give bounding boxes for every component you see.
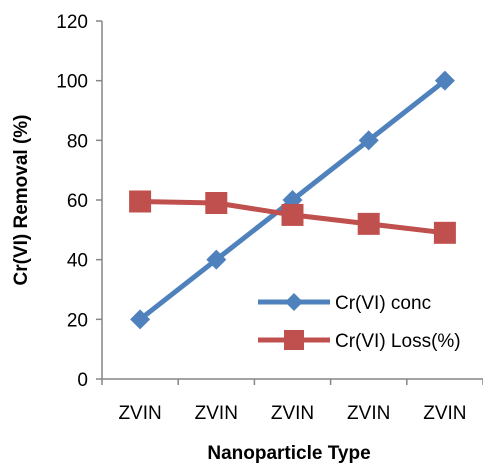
x-tick-label: ZVIN — [271, 403, 314, 424]
y-tick-label: 20 — [67, 310, 88, 331]
y-tick-labels: 0 20 40 60 80 100 120 — [56, 12, 88, 391]
data-point-diamond — [358, 130, 379, 151]
data-point-square — [129, 190, 152, 213]
y-tick-label: 40 — [67, 251, 88, 272]
legend-marker-diamond — [285, 293, 303, 311]
data-point-diamond — [130, 309, 151, 330]
y-tick-label: 0 — [77, 370, 88, 391]
series-0 — [130, 70, 455, 330]
data-point-diamond — [206, 249, 227, 270]
data-point-diamond — [434, 70, 455, 91]
legend-label-conc: Cr(VI) conc — [335, 293, 431, 314]
x-tick-labels: ZVIN ZVIN ZVIN ZVIN ZVIN — [118, 403, 466, 424]
x-axis-title: Nanoparticle Type — [207, 443, 370, 464]
axes — [96, 20, 483, 385]
series — [129, 70, 456, 330]
legend: Cr(VI) conc Cr(VI) Loss(%) — [258, 293, 461, 352]
legend-marker-square — [284, 330, 304, 350]
x-tick-label: ZVIN — [347, 403, 390, 424]
x-tick-label: ZVIN — [195, 403, 238, 424]
legend-label-loss: Cr(VI) Loss(%) — [335, 331, 461, 352]
y-tick-label: 60 — [67, 191, 88, 212]
legend-item-conc: Cr(VI) conc — [258, 293, 431, 314]
data-point-square — [205, 191, 228, 214]
y-tick-label: 100 — [56, 72, 88, 93]
y-tick-label: 120 — [56, 12, 88, 33]
x-tick-label: ZVIN — [423, 403, 466, 424]
data-point-square — [281, 203, 304, 226]
y-axis-title: Cr(VI) Removal (%) — [11, 114, 32, 285]
legend-item-loss: Cr(VI) Loss(%) — [258, 330, 461, 352]
x-tick-label: ZVIN — [118, 403, 161, 424]
data-point-square — [433, 221, 456, 244]
data-point-square — [357, 212, 380, 235]
y-tick-label: 80 — [67, 131, 88, 152]
series-1 — [129, 190, 456, 244]
